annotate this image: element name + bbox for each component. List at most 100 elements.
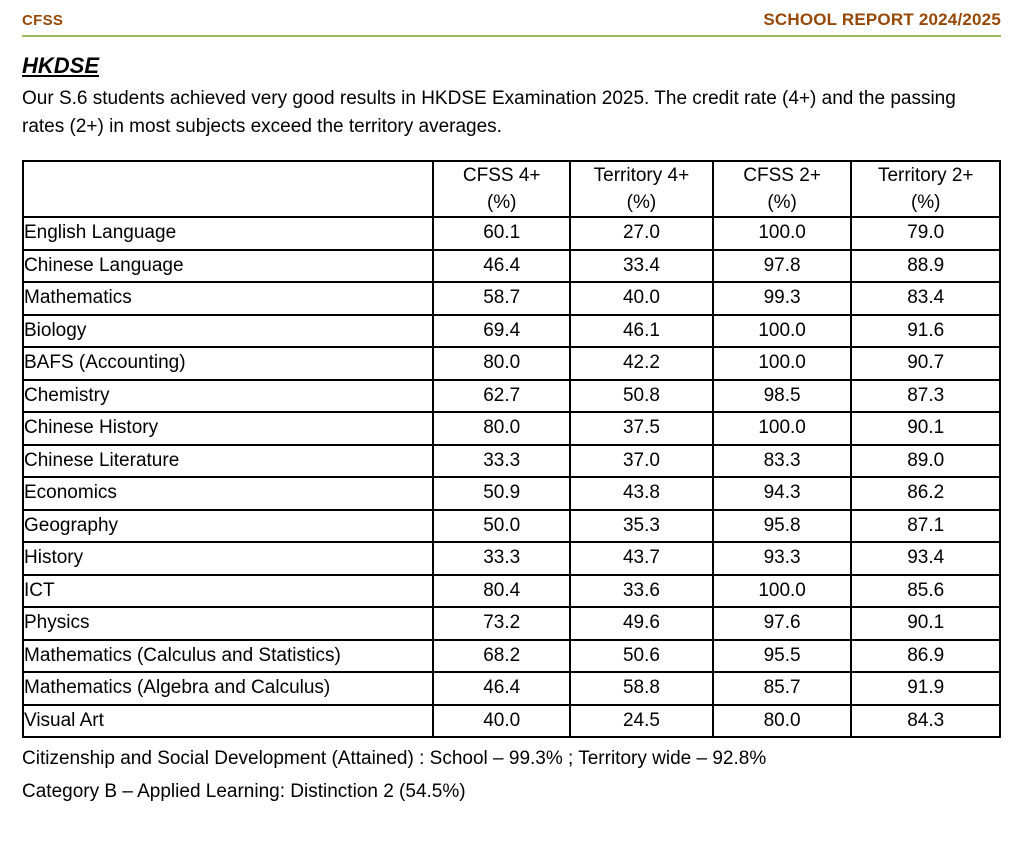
header-rule — [22, 35, 1001, 37]
territory-2plus-cell: 90.1 — [850, 606, 1001, 641]
cfss-4plus-cell: 80.0 — [432, 346, 572, 381]
table-row: Physics 73.2 49.6 97.6 90.1 — [21, 606, 1001, 641]
cfss-2plus-cell: 100.0 — [711, 411, 853, 446]
percent-label: (%) — [767, 192, 797, 213]
territory-2plus-cell: 90.1 — [850, 411, 1001, 446]
territory-2plus-cell: 84.3 — [850, 703, 1001, 738]
column-header-label: CFSS 4+ — [462, 165, 541, 186]
territory-4plus-cell: 49.6 — [569, 606, 714, 641]
cfss-4plus-cell: 46.4 — [432, 248, 572, 283]
column-header-cfss-4plus: CFSS 4+ (%) — [432, 160, 572, 218]
subject-cell: Mathematics (Calculus and Statistics) — [21, 638, 435, 673]
table-row: Visual Art 40.0 24.5 80.0 84.3 — [21, 703, 1001, 738]
cfss-2plus-cell: 95.5 — [711, 638, 853, 673]
table-row: Chemistry 62.7 50.8 98.5 87.3 — [21, 378, 1001, 413]
column-header-subject — [21, 160, 435, 218]
territory-2plus-cell: 91.6 — [850, 313, 1001, 348]
cfss-4plus-cell: 58.7 — [432, 281, 572, 316]
territory-4plus-cell: 27.0 — [569, 216, 714, 251]
territory-2plus-cell: 93.4 — [850, 541, 1001, 576]
territory-2plus-cell: 89.0 — [850, 443, 1001, 478]
report-title: SCHOOL REPORT 2024/2025 — [763, 10, 1001, 29]
table-row: Chinese History 80.0 37.5 100.0 90.1 — [21, 411, 1001, 446]
subject-cell: Chinese Literature — [21, 443, 435, 478]
table-row: Biology 69.4 46.1 100.0 91.6 — [21, 313, 1001, 348]
subject-cell: History — [21, 541, 435, 576]
cfss-4plus-cell: 80.4 — [432, 573, 572, 608]
cfss-2plus-cell: 83.3 — [711, 443, 853, 478]
territory-4plus-cell: 58.8 — [569, 671, 714, 706]
table-row: BAFS (Accounting) 80.0 42.2 100.0 90.7 — [21, 346, 1001, 381]
table-row: Mathematics (Calculus and Statistics) 68… — [21, 638, 1001, 673]
column-header-territory-4plus: Territory 4+ (%) — [569, 160, 714, 218]
subject-cell: Geography — [21, 508, 435, 543]
cfss-2plus-cell: 97.8 — [711, 248, 853, 283]
subject-cell: Economics — [21, 476, 435, 511]
territory-4plus-cell: 24.5 — [569, 703, 714, 738]
table-row: Geography 50.0 35.3 95.8 87.1 — [21, 508, 1001, 543]
cfss-4plus-cell: 68.2 — [432, 638, 572, 673]
cfss-4plus-cell: 40.0 — [432, 703, 572, 738]
subject-cell: Visual Art — [21, 703, 435, 738]
territory-2plus-cell: 86.2 — [850, 476, 1001, 511]
territory-2plus-cell: 86.9 — [850, 638, 1001, 673]
percent-label: (%) — [910, 192, 941, 213]
territory-4plus-cell: 50.6 — [569, 638, 714, 673]
cfss-4plus-cell: 80.0 — [432, 411, 572, 446]
table-row: Chinese Language 46.4 33.4 97.8 88.9 — [21, 248, 1001, 283]
footnote-citizenship: Citizenship and Social Development (Atta… — [22, 748, 767, 769]
column-header-territory-2plus: Territory 2+ (%) — [850, 160, 1001, 218]
intro-paragraph: Our S.6 students achieved very good resu… — [22, 88, 956, 137]
territory-4plus-cell: 37.5 — [569, 411, 714, 446]
cfss-4plus-cell: 50.0 — [432, 508, 572, 543]
territory-4plus-cell: 35.3 — [569, 508, 714, 543]
table-row: Mathematics (Algebra and Calculus) 46.4 … — [21, 671, 1001, 706]
subject-cell: Chemistry — [21, 378, 435, 413]
column-header-label: CFSS 2+ — [743, 165, 821, 186]
subject-cell: BAFS (Accounting) — [21, 346, 435, 381]
table-header-row: CFSS 4+ (%) Territory 4+ (%) CFSS 2+ (%)… — [21, 160, 1001, 218]
territory-4plus-cell: 46.1 — [569, 313, 714, 348]
cfss-2plus-cell: 100.0 — [711, 346, 853, 381]
territory-4plus-cell: 40.0 — [569, 281, 714, 316]
section-title-hkdse: HKDSE — [22, 53, 100, 78]
subject-cell: English Language — [21, 216, 435, 251]
territory-2plus-cell: 90.7 — [850, 346, 1001, 381]
cfss-2plus-cell: 93.3 — [711, 541, 853, 576]
column-header-cfss-2plus: CFSS 2+ (%) — [711, 160, 853, 218]
cfss-2plus-cell: 100.0 — [711, 573, 853, 608]
subject-cell: Chinese Language — [21, 248, 435, 283]
subject-cell: Physics — [21, 606, 435, 641]
cfss-4plus-cell: 60.1 — [432, 216, 572, 251]
territory-4plus-cell: 33.4 — [569, 248, 714, 283]
territory-4plus-cell: 43.8 — [569, 476, 714, 511]
cfss-4plus-cell: 50.9 — [432, 476, 572, 511]
subject-cell: Biology — [21, 313, 435, 348]
territory-4plus-cell: 37.0 — [569, 443, 714, 478]
cfss-2plus-cell: 95.8 — [711, 508, 853, 543]
cfss-2plus-cell: 97.6 — [711, 606, 853, 641]
percent-label: (%) — [486, 192, 517, 213]
territory-2plus-cell: 87.3 — [850, 378, 1001, 413]
territory-2plus-cell: 87.1 — [850, 508, 1001, 543]
territory-2plus-cell: 79.0 — [850, 216, 1001, 251]
territory-4plus-cell: 42.2 — [569, 346, 714, 381]
cfss-4plus-cell: 62.7 — [432, 378, 572, 413]
footnote-applied-learning: Category B – Applied Learning: Distincti… — [22, 781, 466, 802]
cfss-2plus-cell: 80.0 — [711, 703, 853, 738]
column-header-label: Territory 2+ — [877, 165, 974, 186]
subject-cell: ICT — [21, 573, 435, 608]
table-row: Mathematics 58.7 40.0 99.3 83.4 — [21, 281, 1001, 316]
table-row: English Language 60.1 27.0 100.0 79.0 — [21, 216, 1001, 251]
cfss-2plus-cell: 94.3 — [711, 476, 853, 511]
table-row: History 33.3 43.7 93.3 93.4 — [21, 541, 1001, 576]
cfss-2plus-cell: 98.5 — [711, 378, 853, 413]
percent-label: (%) — [626, 192, 657, 213]
table-row: Economics 50.9 43.8 94.3 86.2 — [21, 476, 1001, 511]
cfss-4plus-cell: 73.2 — [432, 606, 572, 641]
territory-2plus-cell: 83.4 — [850, 281, 1001, 316]
subject-cell: Mathematics (Algebra and Calculus) — [21, 671, 435, 706]
territory-2plus-cell: 85.6 — [850, 573, 1001, 608]
territory-2plus-cell: 88.9 — [850, 248, 1001, 283]
